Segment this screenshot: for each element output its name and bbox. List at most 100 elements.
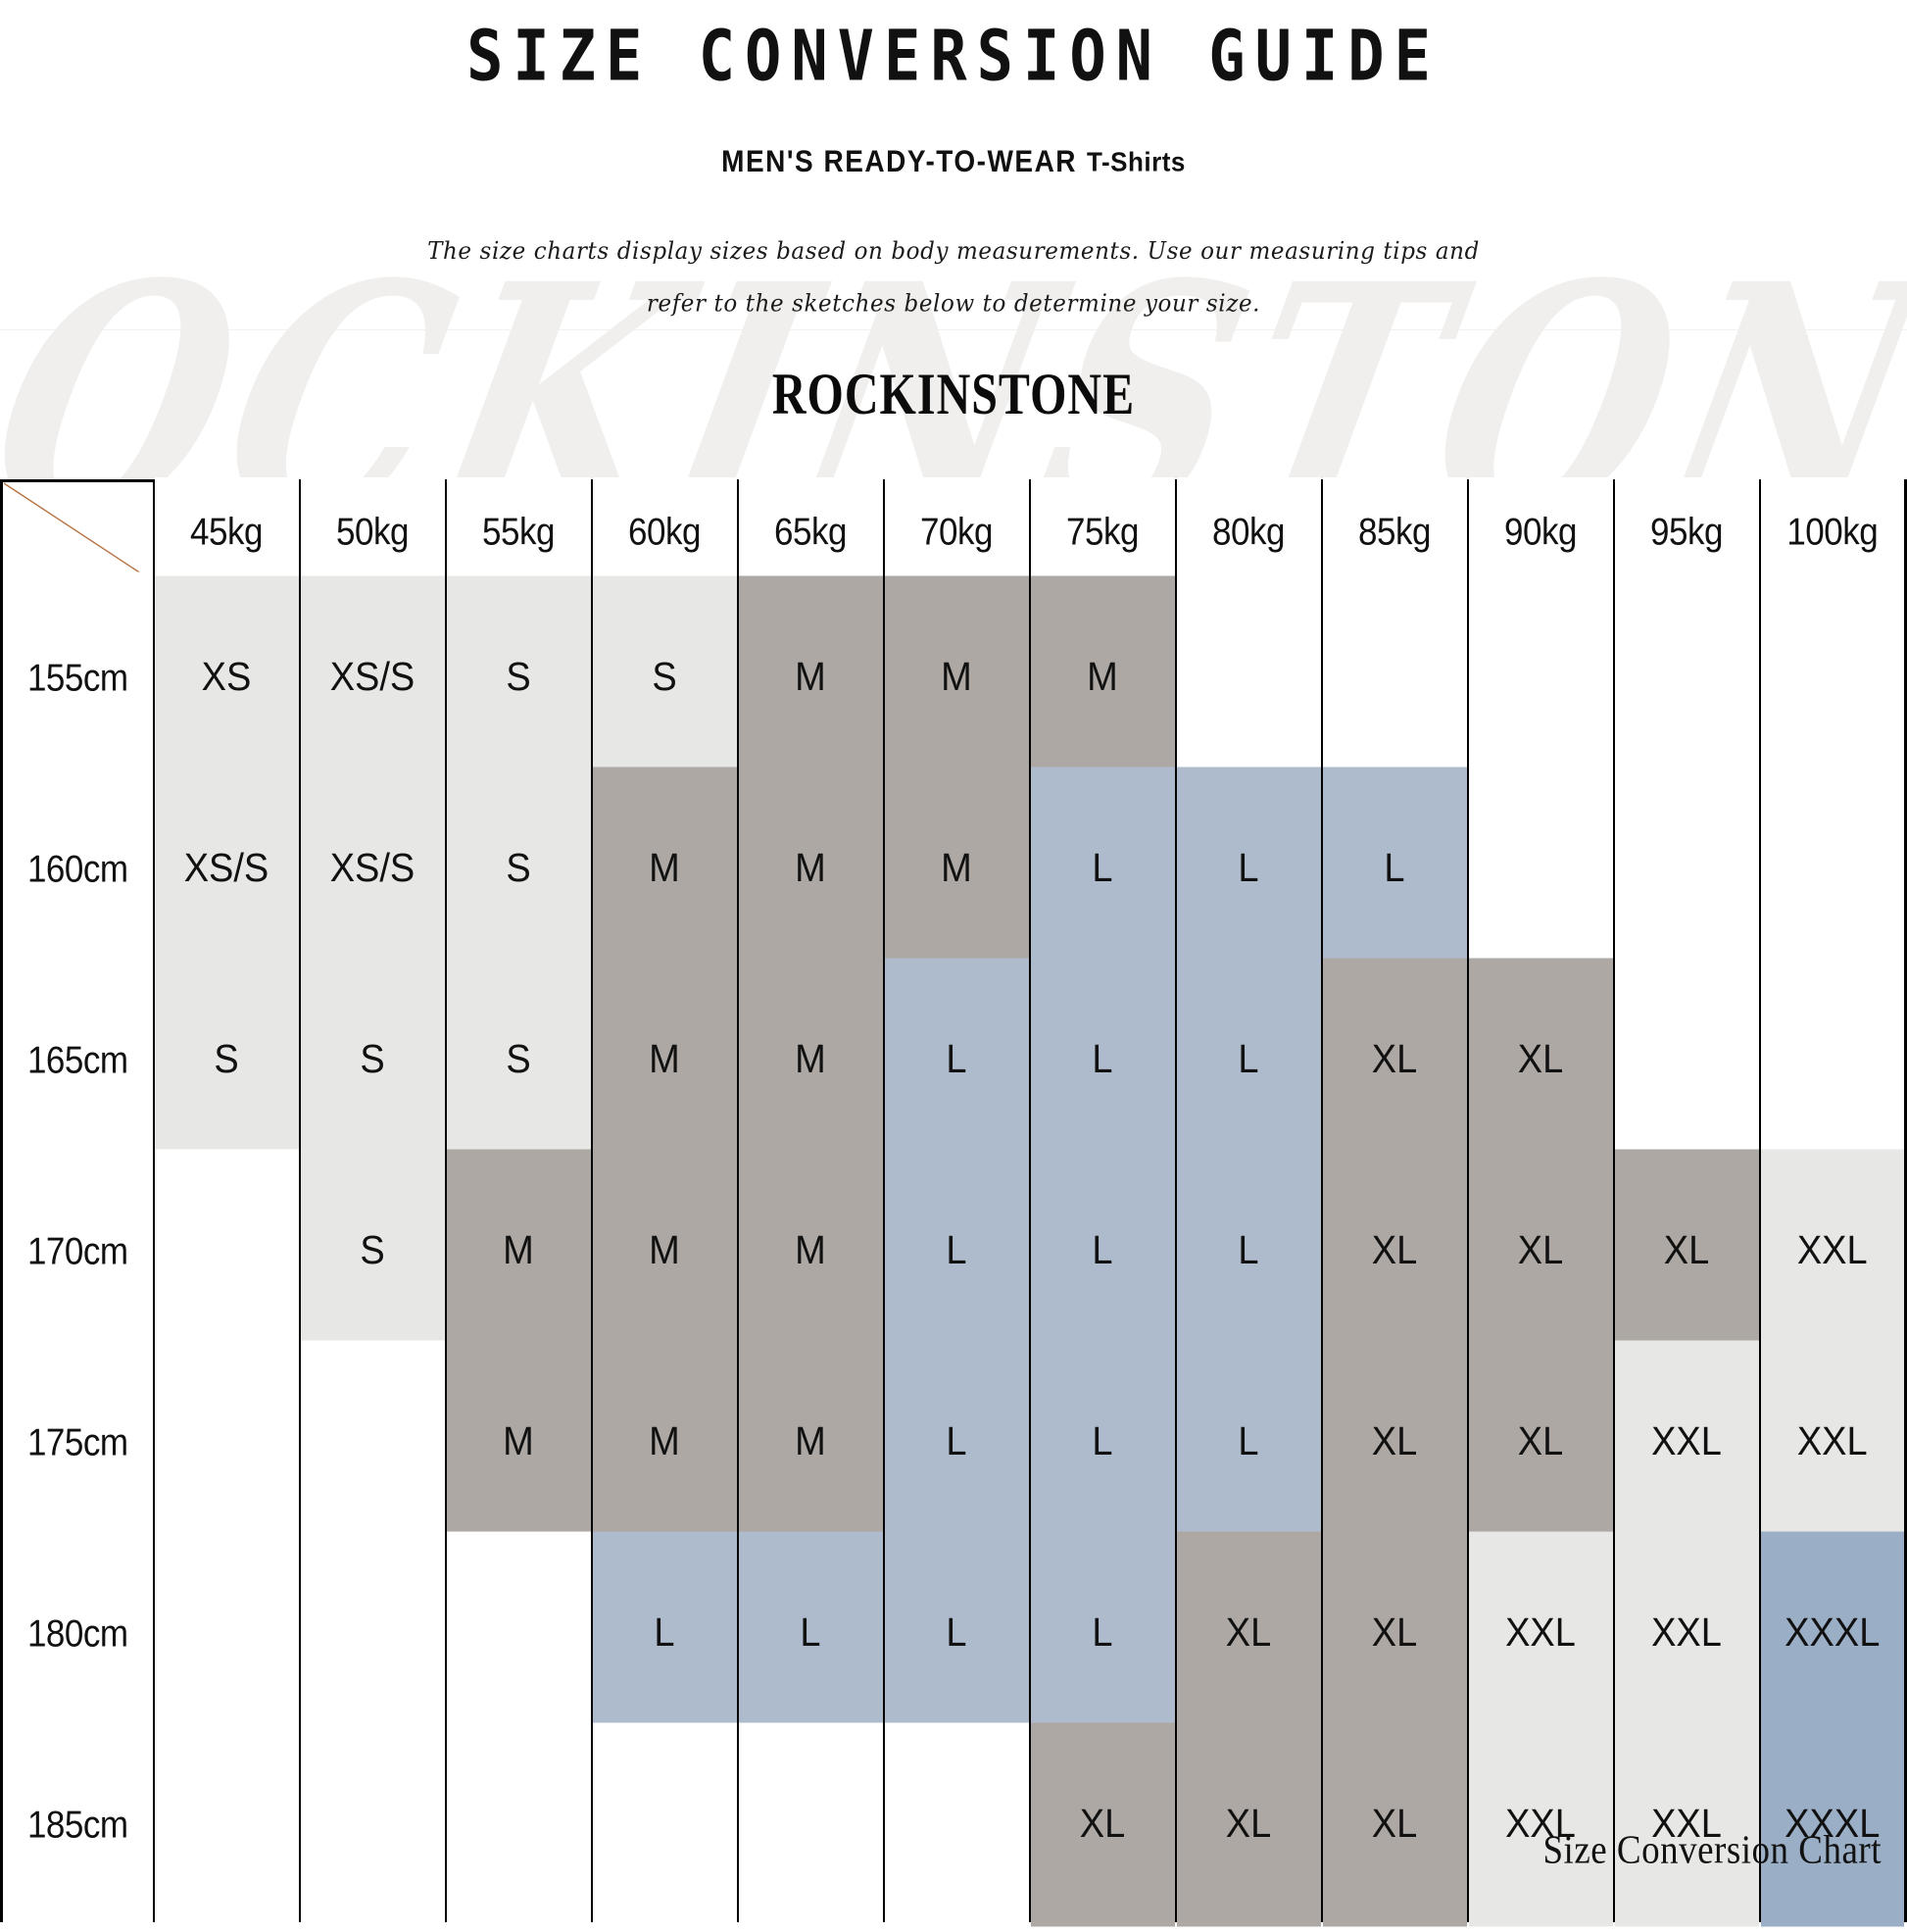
row-header-height: 180cm	[0, 1525, 155, 1742]
size-cell: L	[882, 1147, 1031, 1356]
size-cell: M	[736, 1147, 885, 1356]
size-table-container: 45kg 50kg 55kg 60kg 65kg 70kg 75kg 80kg 85kg 90kg…	[0, 473, 1907, 1932]
size-cell: L	[1174, 1338, 1323, 1547]
brand-name: ROCKINSTONE	[771, 362, 1136, 427]
size-cell: L	[1028, 1529, 1177, 1738]
size-cell-empty	[1612, 765, 1761, 973]
size-cell: S	[444, 956, 593, 1164]
row-header-height: 170cm	[0, 1143, 155, 1360]
size-cell-empty	[444, 1529, 593, 1738]
size-cell: XXL	[1466, 1529, 1615, 1738]
size-cell: M	[736, 573, 885, 782]
size-cell: L	[736, 1529, 885, 1738]
size-cell-empty	[1174, 573, 1323, 782]
size-cell: M	[444, 1338, 593, 1547]
table-row: 185cm XL XL XL XXL XXL XXXL	[0, 1716, 1907, 1932]
row-header-height: 165cm	[0, 952, 155, 1168]
size-cell-empty	[1466, 573, 1615, 782]
size-cell: M	[590, 1338, 739, 1547]
size-cell: L	[882, 1529, 1031, 1738]
size-cell: S	[298, 1147, 447, 1356]
column-header-weight: 100kg	[1758, 473, 1907, 590]
size-cell: S	[298, 956, 447, 1164]
column-header-weight: 85kg	[1320, 473, 1469, 590]
row-header-height: 155cm	[0, 570, 155, 786]
size-cell: S	[444, 573, 593, 782]
size-cell: XS/S	[298, 765, 447, 973]
size-cell: M	[882, 765, 1031, 973]
size-cell: XL	[1174, 1529, 1323, 1738]
size-cell-empty	[590, 1720, 739, 1930]
size-cell: XXXL	[1758, 1529, 1907, 1738]
row-header-height: 175cm	[0, 1334, 155, 1551]
row-header-height: 160cm	[0, 761, 155, 977]
description-text: The size charts display sizes based on b…	[427, 238, 1480, 318]
size-cell: XS/S	[152, 765, 301, 973]
subtitle-category: MEN'S READY-TO-WEAR	[721, 144, 1078, 179]
table-row: 175cm M M M L L L XL XL XXL XXL	[0, 1334, 1907, 1551]
size-cell: XXL	[1758, 1147, 1907, 1356]
table-row: 180cm L L L L XL XL XXL XXL XXXL	[0, 1525, 1907, 1742]
table-row: 165cm S S S M M L L L XL XL	[0, 952, 1907, 1168]
size-cell: XXL	[1612, 1338, 1761, 1547]
size-cell: XXL	[1612, 1529, 1761, 1738]
size-cell: L	[1174, 1147, 1323, 1356]
size-cell-empty	[1612, 573, 1761, 782]
size-cell: L	[1174, 765, 1323, 973]
size-cell-empty	[298, 1338, 447, 1547]
size-cell: XL	[1466, 1338, 1615, 1547]
size-cell: XS/S	[298, 573, 447, 782]
column-header-weight: 75kg	[1028, 473, 1177, 590]
size-cell: M	[736, 1338, 885, 1547]
size-cell-empty	[298, 1720, 447, 1930]
column-header-weight: 80kg	[1174, 473, 1323, 590]
size-cell: S	[152, 956, 301, 1164]
size-cell: L	[1320, 765, 1469, 973]
column-header-weight: 70kg	[882, 473, 1031, 590]
size-cell-empty	[444, 1720, 593, 1930]
size-cell: XL	[1320, 1720, 1469, 1930]
size-cell-empty	[152, 1338, 301, 1547]
size-cell: XL	[1028, 1720, 1177, 1930]
size-cell-empty	[882, 1720, 1031, 1930]
size-cell: M	[1028, 573, 1177, 782]
size-cell-empty	[1758, 765, 1907, 973]
table-row: 155cm XS XS/S S S M M M	[0, 570, 1907, 786]
size-cell: XXXL	[1758, 1720, 1907, 1930]
size-cell: XL	[1612, 1147, 1761, 1356]
size-cell: L	[1028, 765, 1177, 973]
size-cell: XL	[1174, 1720, 1323, 1930]
column-header-weight: 45kg	[152, 473, 301, 590]
size-cell: L	[1028, 956, 1177, 1164]
size-cell-empty	[1758, 956, 1907, 1164]
corner-cell-diagonal	[0, 479, 155, 583]
table-header-row: 45kg 50kg 55kg 60kg 65kg 70kg 75kg 80kg 85kg 90kg…	[0, 473, 1907, 590]
size-cell: M	[736, 956, 885, 1164]
size-cell: M	[444, 1147, 593, 1356]
size-cell: XXL	[1612, 1720, 1761, 1930]
column-header-weight: 50kg	[298, 473, 447, 590]
size-cell-empty	[152, 1529, 301, 1738]
size-cell: XL	[1466, 1147, 1615, 1356]
subtitle-garment: T-Shirts	[1087, 146, 1186, 178]
size-cell-empty	[152, 1720, 301, 1930]
size-cell: XS	[152, 573, 301, 782]
size-cell: L	[1028, 1147, 1177, 1356]
column-header-weight: 60kg	[590, 473, 739, 590]
column-header-weight: 65kg	[736, 473, 885, 590]
size-cell: XXL	[1466, 1720, 1615, 1930]
size-cell: XL	[1466, 956, 1615, 1164]
diagonal-divider-icon	[3, 482, 152, 581]
page-title: SIZE CONVERSION GUIDE	[466, 14, 1441, 97]
size-cell: XL	[1320, 1147, 1469, 1356]
size-cell: L	[1174, 956, 1323, 1164]
size-cell-empty	[1466, 765, 1615, 973]
row-header-height: 185cm	[0, 1716, 155, 1932]
table-row: 160cm XS/S XS/S S M M M L L L	[0, 761, 1907, 977]
size-cell: XL	[1320, 956, 1469, 1164]
size-cell: M	[590, 956, 739, 1164]
size-cell: L	[882, 1338, 1031, 1547]
table-row: 170cm S M M M L L L XL XL XL XXL	[0, 1143, 1907, 1360]
size-cell-empty	[736, 1720, 885, 1930]
column-header-weight: 55kg	[444, 473, 593, 590]
